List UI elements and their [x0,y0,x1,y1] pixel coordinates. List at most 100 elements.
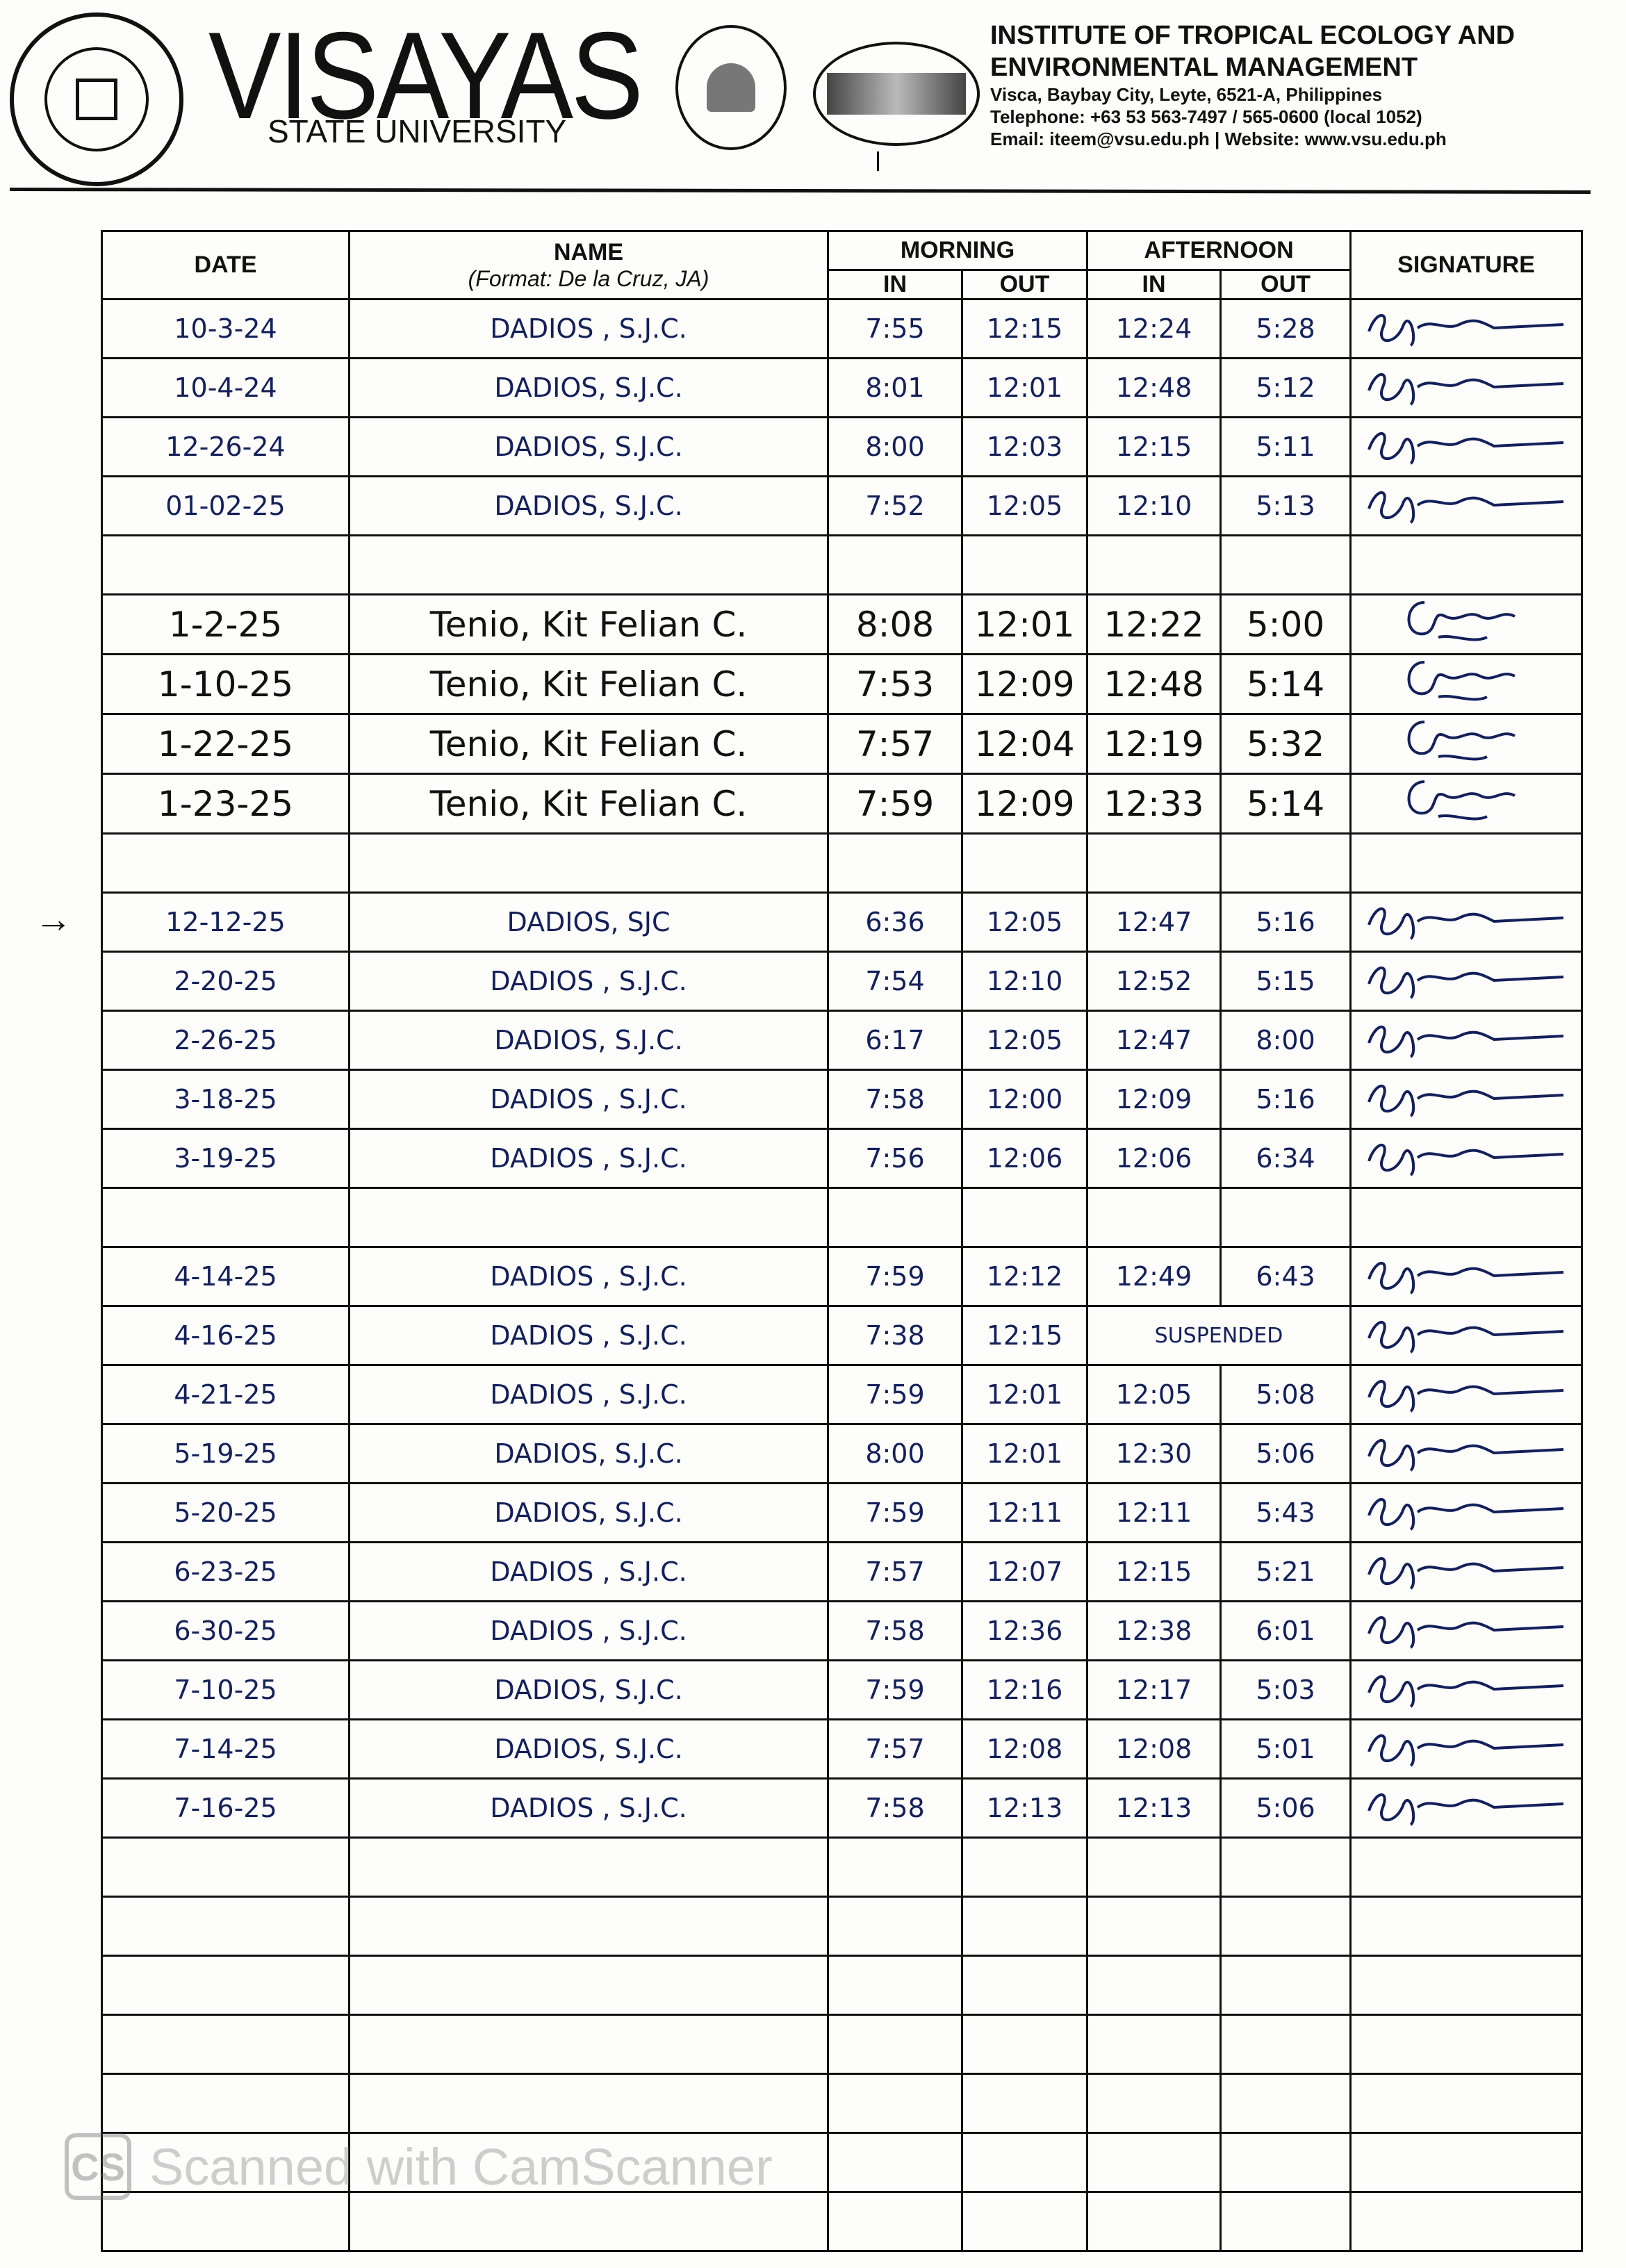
morning-out-cell [960,2014,1089,2075]
signature-cell [1349,298,1584,359]
date-cell: 4-16-25 [101,1305,350,1366]
date-cell: 1-10-25 [101,653,350,715]
morning-out-cell [960,2132,1089,2193]
morning-out-cell: 12:11 [960,1482,1089,1543]
morning-out-cell [960,1896,1089,1957]
date-cell: 2-26-25 [101,1010,350,1071]
name-cell: DADIOS , S.J.C. [348,298,829,359]
morning-out-cell: 12:05 [960,475,1089,536]
name-cell: DADIOS, SJC [348,891,829,953]
morning-out-cell: 12:09 [960,773,1089,835]
morning-out-cell: 12:13 [960,1777,1089,1839]
name-format-hint: (Format: De la Cruz, JA) [468,265,709,291]
name-cell: DADIOS , S.J.C. [348,1246,829,1307]
signature-cell [1349,951,1584,1012]
morning-in-cell: 7:56 [827,1128,963,1189]
name-cell [348,2014,829,2075]
morning-out-cell [960,1836,1089,1898]
afternoon-out-cell [1220,832,1352,894]
morning-in-cell [827,1955,963,2016]
name-cell [348,2191,829,2252]
afternoon-out-cell: 5:16 [1220,891,1352,953]
afternoon-out-cell [1220,1187,1352,1248]
afternoon-in-cell [1086,832,1222,894]
afternoon-in-cell: 12:24 [1086,298,1222,359]
signature-cell [1349,2073,1584,2134]
name-cell: DADIOS , S.J.C. [348,1600,829,1661]
afternoon-in-cell: 12:47 [1086,1010,1222,1071]
date-cell: 5-19-25 [101,1423,350,1484]
attendance-row: 12-26-24 DADIOS, S.J.C. 8:00 12:03 12:15 5:11 [101,416,1584,477]
morning-in-cell: 7:59 [827,773,963,835]
date-cell [101,2073,350,2134]
afternoon-in-cell: 12:08 [1086,1718,1222,1780]
morning-in-cell: 7:59 [827,1482,963,1543]
morning-in-cell: 7:54 [827,951,963,1012]
morning-out-cell: 12:01 [960,1364,1089,1425]
blank-row [101,832,1584,894]
afternoon-in-cell: 12:48 [1086,653,1222,715]
attendance-row: 1-22-25 Tenio, Kit Felian C. 7:57 12:04 12:1… [101,713,1584,775]
signature-scribble-icon [1368,491,1564,524]
afternoon-in-cell: 12:05 [1086,1364,1222,1425]
date-cell: 7-14-25 [101,1718,350,1780]
attendance-sheet: DATE NAME (Format: De la Cruz, JA) MORNI… [101,230,1584,2252]
signature-cell [1349,773,1584,835]
morning-in-cell: 7:53 [827,653,963,715]
morning-out-cell [960,2191,1089,2252]
signature-cell [1349,1010,1584,1071]
afternoon-out-cell: 5:00 [1220,593,1352,655]
signature-cell [1349,534,1584,595]
morning-in-cell: 6:36 [827,891,963,953]
signature-scribble-icon [1368,907,1564,940]
afternoon-in-cell: 12:49 [1086,1246,1222,1307]
signature-scribble-icon [1368,1143,1564,1176]
signature-scribble-icon [1368,432,1564,465]
morning-in-cell: 7:38 [827,1305,963,1366]
signature-cell [1349,891,1584,953]
afternoon-out-cell [1220,1896,1352,1957]
institute-telephone: Telephone: +63 53 563-7497 / 565-0600 (l… [990,106,1422,127]
afternoon-out-cell: 5:06 [1220,1423,1352,1484]
name-cell: DADIOS, S.J.C. [348,416,829,477]
date-cell: 01-02-25 [101,475,350,536]
attendance-row: 7-14-25 DADIOS, S.J.C. 7:57 12:08 12:08 5:01 [101,1718,1584,1780]
afternoon-out-cell [1220,2132,1352,2193]
signature-cell [1349,1836,1584,1898]
name-cell: Tenio, Kit Felian C. [348,713,829,775]
signature-cell [1349,1600,1584,1661]
afternoon-in-cell: 12:47 [1086,891,1222,953]
morning-out-cell: 12:07 [960,1541,1089,1602]
attendance-row: 01-02-25 DADIOS, S.J.C. 7:52 12:05 12:10 5:13 [101,475,1584,536]
signature-cell [1349,1069,1584,1130]
signature-cell [1349,1364,1584,1425]
signature-cell [1349,1305,1584,1366]
name-cell [348,1896,829,1957]
afternoon-out-cell: 5:43 [1220,1482,1352,1543]
name-cell [348,534,829,595]
date-cell [101,534,350,595]
morning-in-cell: 6:17 [827,1010,963,1071]
date-cell: 12-26-24 [101,416,350,477]
signature-scribble-icon [1368,1025,1564,1058]
col-header-afternoon: AFTERNOON [1086,230,1352,271]
attendance-row: 5-19-25 DADIOS, S.J.C. 8:00 12:01 12:30 5:06 [101,1423,1584,1484]
afternoon-out-cell: 5:32 [1220,713,1352,775]
date-cell [101,2014,350,2075]
afternoon-in-cell [1086,1187,1222,1248]
attendance-row: 4-21-25 DADIOS , S.J.C. 7:59 12:01 12:05 5:08 [101,1364,1584,1425]
attendance-row: 6-30-25 DADIOS , S.J.C. 7:58 12:36 12:38 6:01 [101,1600,1584,1661]
name-cell [348,832,829,894]
afternoon-out-cell [1220,534,1352,595]
afternoon-in-cell [1086,2132,1222,2193]
morning-out-cell: 12:05 [960,891,1089,953]
col-header-morning: MORNING [826,230,1089,271]
afternoon-in-cell [1086,1955,1222,2016]
name-cell [348,2132,829,2193]
name-cell: DADIOS , S.J.C. [348,951,829,1012]
afternoon-in-cell: 12:17 [1086,1659,1222,1720]
blank-row [101,1896,1584,1957]
afternoon-out-cell: 5:01 [1220,1718,1352,1780]
col-header-morning-out: OUT [960,269,1089,300]
attendance-row: 12-12-25 DADIOS, SJC 6:36 12:05 12:47 5:16 [101,891,1584,953]
